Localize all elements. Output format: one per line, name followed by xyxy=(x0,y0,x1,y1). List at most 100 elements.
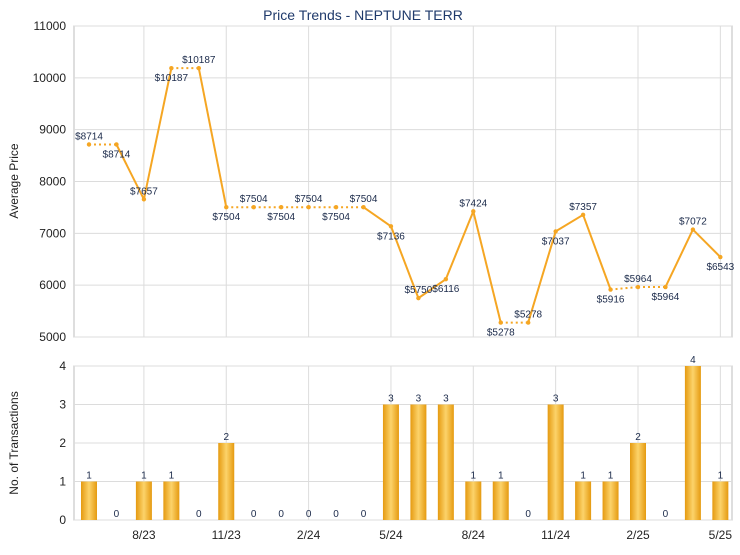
price-line-segment xyxy=(664,229,694,288)
price-data-label: $7657 xyxy=(130,186,158,197)
transaction-count-label: 3 xyxy=(388,394,394,405)
price-line-segment xyxy=(527,231,557,323)
transactions-y-tick-label: 3 xyxy=(59,398,66,412)
price-data-label: $7424 xyxy=(459,198,487,209)
transactions-y-tick-label: 0 xyxy=(59,513,66,527)
price-point xyxy=(388,224,394,229)
price-point xyxy=(690,227,696,232)
price-line-series xyxy=(89,67,722,324)
transaction-bar xyxy=(547,404,564,520)
transaction-count-label: 0 xyxy=(525,509,531,520)
transaction-bar xyxy=(437,404,454,520)
price-data-label: $10187 xyxy=(155,73,189,84)
price-grid xyxy=(74,25,732,338)
transactions-bars xyxy=(81,366,729,520)
price-point xyxy=(86,142,92,147)
transaction-bar xyxy=(163,481,180,520)
transaction-count-label: 0 xyxy=(278,509,284,520)
chart-title: Price Trends - NEPTUNE TERR xyxy=(263,7,463,23)
transaction-bar xyxy=(684,366,701,520)
price-point xyxy=(663,284,668,290)
price-line-segment xyxy=(555,213,584,233)
price-panel: 5000 6000 7000 8000 9000 10000 11000 $8714$871… xyxy=(7,7,735,344)
transaction-count-label: 3 xyxy=(443,394,449,405)
transaction-count-label: 0 xyxy=(361,509,367,520)
price-point xyxy=(416,295,421,301)
price-data-label: $5916 xyxy=(597,295,625,306)
price-point xyxy=(224,205,229,210)
x-tick-label: 8/24 xyxy=(462,528,486,542)
transaction-count-label: 3 xyxy=(416,394,422,405)
transactions-y-tick-label: 4 xyxy=(59,359,66,373)
transactions-y-tick-label: 1 xyxy=(59,475,66,489)
transaction-count-label: 0 xyxy=(114,509,120,520)
price-line-segment xyxy=(417,278,447,299)
price-point xyxy=(443,276,449,282)
transaction-count-label: 1 xyxy=(580,471,586,482)
price-point xyxy=(526,320,531,325)
transaction-count-label: 0 xyxy=(306,509,312,520)
transaction-count-label: 3 xyxy=(553,394,559,405)
price-data-label: $7504 xyxy=(350,194,378,205)
x-tick-label: 2/24 xyxy=(297,528,321,542)
price-line-segment xyxy=(390,225,420,299)
price-point xyxy=(471,209,476,214)
price-y-tick-label: 11000 xyxy=(34,19,67,33)
transactions-data-labels: 1 0 1 1 0 2 0 0 0 0 0 3 3 3 1 1 0 3 1 1 2 0 4 1 xyxy=(86,355,723,520)
x-tick-label: 5/24 xyxy=(379,528,403,542)
price-data-label: $8714 xyxy=(103,149,131,160)
price-point xyxy=(635,284,641,290)
price-data-label: $7504 xyxy=(240,194,268,205)
price-y-tick-label: 8000 xyxy=(39,175,66,189)
price-line-segment xyxy=(115,144,145,200)
price-data-label: $5964 xyxy=(652,292,680,303)
price-data-label: $7504 xyxy=(295,194,323,205)
transaction-count-label: 1 xyxy=(608,471,614,482)
price-data-labels: $8714$8714$7657$10187$10187$7504$7504$75… xyxy=(75,55,735,338)
price-line-segment xyxy=(692,228,722,258)
price-y-ticks: 5000 6000 7000 8000 9000 10000 11000 xyxy=(33,19,67,344)
price-data-label: $10187 xyxy=(182,55,216,66)
transaction-count-label: 1 xyxy=(498,471,504,482)
price-point xyxy=(251,205,256,210)
price-data-label: $7072 xyxy=(679,217,707,228)
transaction-bar xyxy=(410,404,427,520)
price-data-label: $5964 xyxy=(624,274,652,285)
price-point xyxy=(333,205,339,210)
price-y-axis-label: Average Price xyxy=(7,143,21,218)
transaction-bar xyxy=(712,481,729,520)
price-data-label: $7504 xyxy=(212,212,240,223)
transaction-count-label: 1 xyxy=(141,471,147,482)
transaction-count-label: 0 xyxy=(196,509,202,520)
x-tick-label: 11/24 xyxy=(541,528,570,542)
x-axis-ticks: 8/23 11/23 2/24 5/24 8/24 11/24 2/25 5/25 xyxy=(132,528,732,542)
price-line-segment xyxy=(362,206,392,228)
transaction-bar xyxy=(575,481,592,520)
transactions-y-tick-label: 2 xyxy=(59,436,66,450)
price-data-label: $7037 xyxy=(542,236,570,247)
transaction-count-label: 2 xyxy=(635,432,641,443)
transaction-bar xyxy=(465,481,482,520)
price-point xyxy=(361,205,366,210)
price-data-label: $7504 xyxy=(322,212,350,223)
transactions-panel: 0 1 2 3 4 1 0 1 1 0 2 0 0 0 0 0 3 3 3 1 1 0 3 1 1 2 0 4 1 8/23 11/23… xyxy=(7,355,733,542)
transaction-bar xyxy=(382,404,399,520)
transaction-count-label: 0 xyxy=(333,509,339,520)
price-y-tick-label: 7000 xyxy=(39,226,66,240)
price-point xyxy=(278,205,284,210)
price-y-tick-label: 9000 xyxy=(39,123,66,137)
transaction-bar xyxy=(81,481,97,520)
price-data-label: $7136 xyxy=(377,231,405,242)
price-line-segment xyxy=(582,214,612,290)
price-y-tick-label: 6000 xyxy=(39,278,66,292)
price-point xyxy=(306,205,311,210)
transaction-count-label: 1 xyxy=(86,471,92,482)
transaction-bar xyxy=(135,481,152,520)
transaction-count-label: 4 xyxy=(690,355,696,366)
price-point xyxy=(498,320,503,325)
price-point xyxy=(141,197,147,202)
price-point xyxy=(114,142,119,147)
transaction-count-label: 1 xyxy=(718,471,724,482)
price-y-tick-label: 5000 xyxy=(39,330,66,344)
